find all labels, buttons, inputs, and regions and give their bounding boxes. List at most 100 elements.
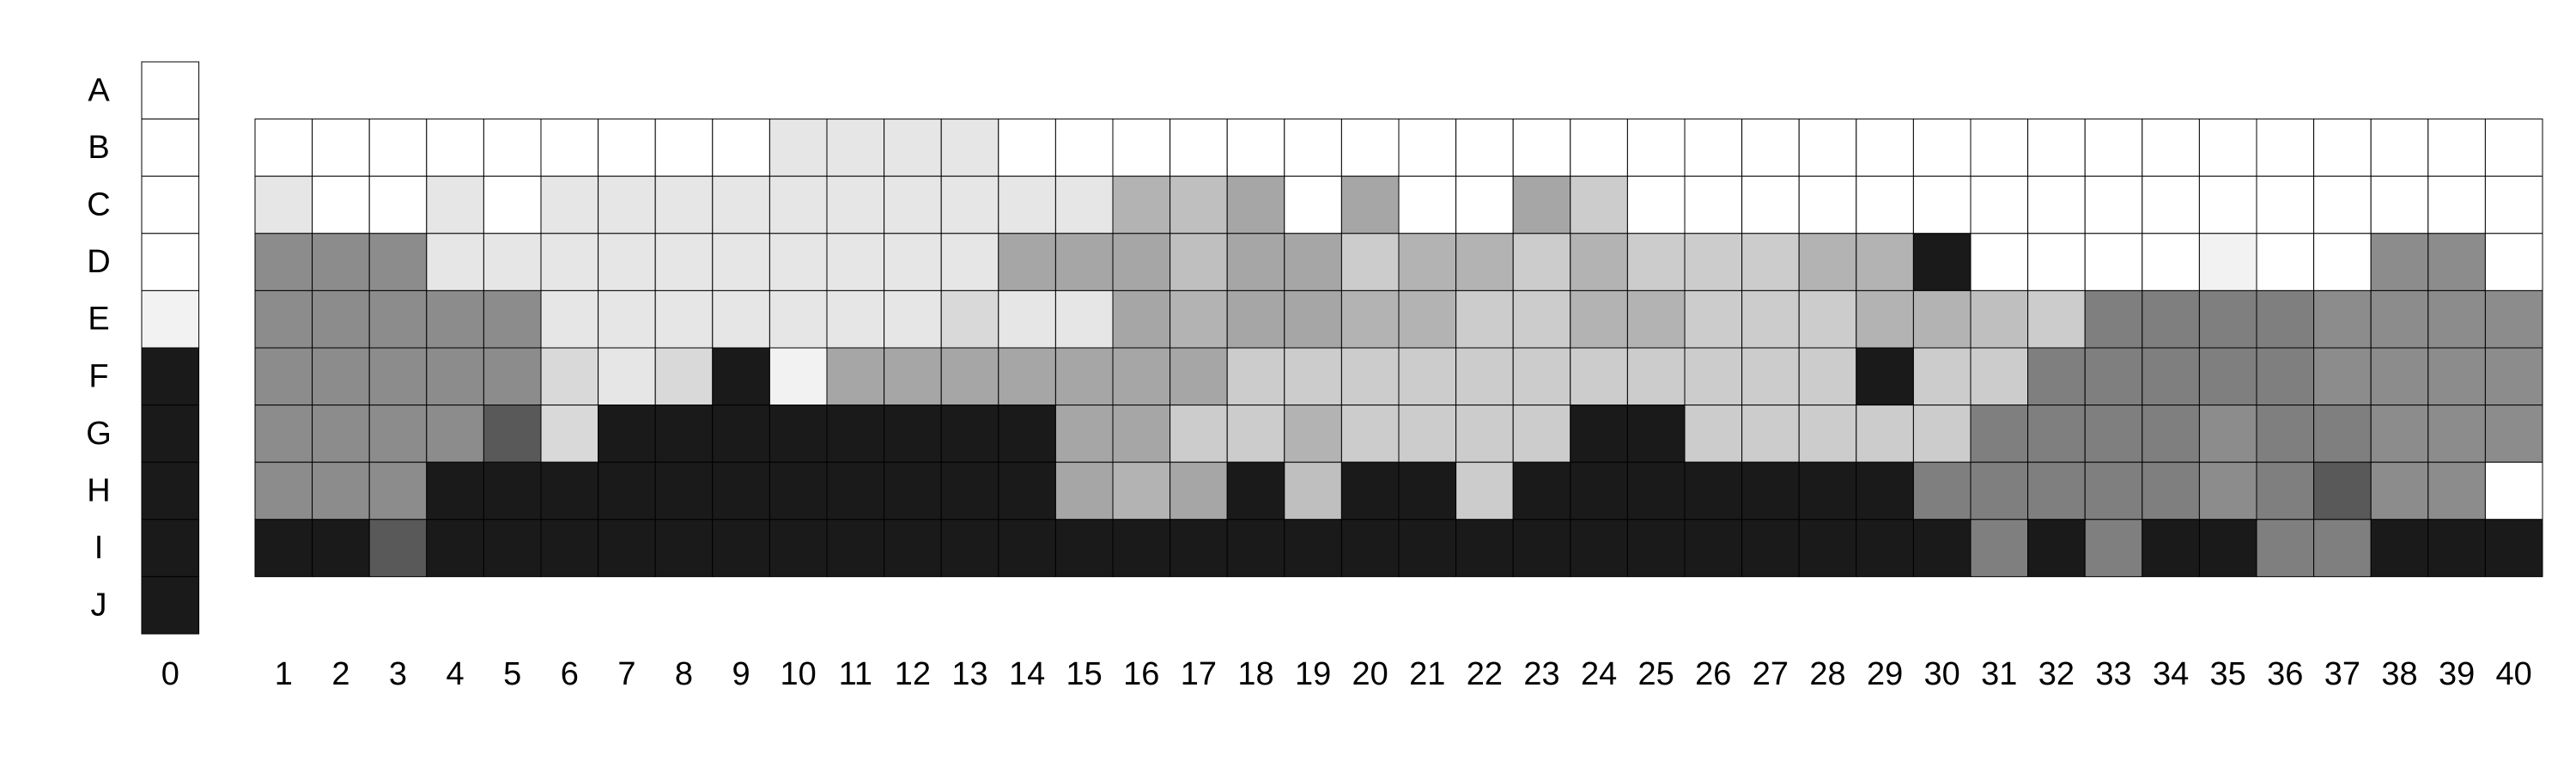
heatmap-cell [1112,405,1171,463]
heatmap-cell [2370,289,2429,349]
heatmap-cell [254,347,313,406]
heatmap-cell [940,405,999,463]
heatmap-cell [712,119,770,177]
reference-cell [141,575,200,635]
heatmap-cell [1112,461,1171,520]
heatmap-cell [712,347,770,406]
heatmap-cell [940,519,999,577]
heatmap-cell [654,119,714,177]
heatmap-cell [1340,405,1400,463]
heatmap-cell [1912,289,1971,349]
heatmap-cell [2027,405,2086,463]
heatmap-cell [2027,289,2086,349]
heatmap-cell [1284,405,1342,463]
heatmap-cell [1798,289,1857,349]
heatmap-cell [1340,519,1400,577]
heatmap-cell [826,233,885,291]
heatmap-cell [998,175,1056,234]
heatmap-cell [1512,347,1571,406]
heatmap-cell [1912,461,1971,520]
heatmap-cell [2484,289,2543,349]
heatmap-cell [1912,175,1971,234]
heatmap-cell [1398,347,1457,406]
column-label: 7 [617,656,635,692]
heatmap-cell [1512,233,1571,291]
heatmap-cell [2370,405,2429,463]
heatmap-cell [1170,519,1228,577]
heatmap-cell [712,519,770,577]
column-label: 17 [1181,656,1217,692]
heatmap-cell [1570,175,1628,234]
heatmap-cell [1856,461,1914,520]
column-label: 37 [2324,656,2360,692]
heatmap-cell [312,405,370,463]
column-label: 6 [561,656,579,692]
column-label: 13 [951,656,987,692]
heatmap-cell [826,175,885,234]
reference-cell [141,519,200,577]
heatmap-cell [540,289,599,349]
column-label: 26 [1695,656,1731,692]
heatmap-cell [884,347,942,406]
heatmap-cell [2313,461,2372,520]
heatmap-cell [254,119,313,177]
heatmap-cell [1626,289,1686,349]
heatmap-cell [2256,405,2315,463]
heatmap-cell [1340,461,1400,520]
row-label: H [87,473,110,509]
heatmap-cell [1684,289,1743,349]
heatmap-cell [2313,347,2372,406]
heatmap-cell [1970,289,2029,349]
heatmap-cell [1170,233,1228,291]
heatmap-cell [1798,519,1857,577]
heatmap-cell [2256,119,2315,177]
heatmap-cell [312,175,370,234]
heatmap-cell [2142,519,2200,577]
heatmap-cell [540,405,599,463]
heatmap-cell [1284,519,1342,577]
heatmap-cell [654,347,714,406]
column-label: 9 [732,656,750,692]
reference-cell [141,119,200,177]
heatmap-cell [1626,519,1686,577]
heatmap-cell [2484,175,2543,234]
heatmap-cell [1398,175,1457,234]
heatmap-cell [2370,119,2429,177]
heatmap-cell [826,519,885,577]
column-label: 20 [1352,656,1388,692]
heatmap-cell [2370,519,2429,577]
heatmap-cell [1512,175,1571,234]
column-label: 19 [1295,656,1331,692]
column-label: 25 [1638,656,1674,692]
heatmap-cell [1684,405,1743,463]
heatmap-cell [1798,233,1857,291]
heatmap-cell [2084,405,2143,463]
heatmap-cell [540,519,599,577]
heatmap-cell [2084,233,2143,291]
heatmap-cell [1970,347,2029,406]
heatmap-cell [884,461,942,520]
heatmap-cell [1741,405,1800,463]
heatmap-cell [1512,519,1571,577]
heatmap-cell [998,233,1056,291]
heatmap-cell [1741,289,1800,349]
heatmap-cell [368,347,428,406]
heatmap-cell [2198,347,2257,406]
heatmap-cell [1112,175,1171,234]
column-label: 34 [2153,656,2189,692]
heatmap-cell [1741,119,1800,177]
heatmap-cell [483,461,542,520]
heatmap-cell [1170,119,1228,177]
heatmap-cell [1170,405,1228,463]
heatmap-cell [2256,233,2315,291]
heatmap-cell [483,175,542,234]
heatmap-cell [426,519,484,577]
heatmap-cell [2084,289,2143,349]
heatmap-cell [998,119,1056,177]
heatmap-cell [540,233,599,291]
heatmap-cell [884,289,942,349]
heatmap-cell [1226,233,1285,291]
heatmap-cell [2142,461,2200,520]
heatmap-cell [2484,119,2543,177]
heatmap-cell [1226,289,1285,349]
